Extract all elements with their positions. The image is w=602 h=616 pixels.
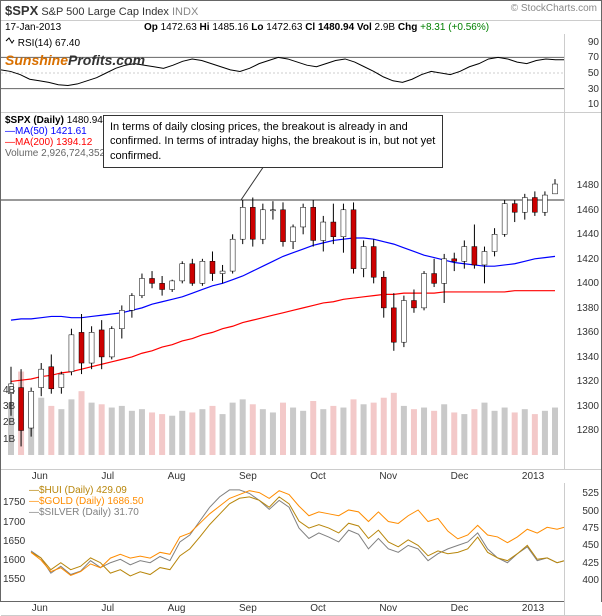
exchange: INDX bbox=[172, 6, 198, 18]
chart-header: $SPX S&P 500 Large Cap Index INDX © Stoc… bbox=[1, 1, 601, 21]
rsi-label: RSI(14) 67.40 bbox=[5, 36, 80, 49]
main-legend: $SPX (Daily) 1480.94 —MA(50) 1421.61 —MA… bbox=[5, 115, 105, 159]
main-x-axis: JunJulAugSepOctNovDec2013 bbox=[1, 470, 601, 483]
ticker-symbol: $SPX bbox=[5, 3, 38, 18]
rsi-panel: RSI(14) 67.40 SunshineProfits.com 103050… bbox=[1, 34, 601, 113]
annotation-callout: In terms of daily closing prices, the br… bbox=[103, 115, 443, 168]
price-y-axis: 1280130013201340136013801400142014401460… bbox=[564, 113, 601, 469]
watermark: SunshineProfits.com bbox=[5, 52, 145, 68]
attribution: © StockCharts.com bbox=[511, 3, 597, 18]
chart-date: 17-Jan-2013 bbox=[5, 22, 61, 33]
lower-x-axis: JunJulAugSepOctNovDec2013 bbox=[1, 602, 601, 615]
rsi-chart bbox=[1, 34, 565, 112]
volume-y-axis: 1B2B3B4B bbox=[1, 113, 27, 469]
comparison-panel: —$HUI (Daily) 429.09 —$GOLD (Daily) 1686… bbox=[1, 483, 601, 616]
change-value: +8.31 (+0.56%) bbox=[420, 22, 489, 33]
ohlc-row: 17-Jan-2013 Op 1472.63 Hi 1485.16 Lo 147… bbox=[1, 21, 601, 34]
main-price-panel: In terms of daily closing prices, the br… bbox=[1, 113, 601, 470]
stock-chart-container: $SPX S&P 500 Large Cap Index INDX © Stoc… bbox=[0, 0, 602, 602]
lower-legend: —$HUI (Daily) 429.09 —$GOLD (Daily) 1686… bbox=[29, 485, 144, 518]
index-name: S&P 500 Large Cap Index bbox=[41, 6, 169, 18]
lower-left-axis: 15501600165017001750 bbox=[1, 483, 31, 615]
lower-right-axis: 400425450475500525 bbox=[564, 483, 601, 615]
rsi-y-axis: 1030507090 bbox=[564, 34, 601, 112]
